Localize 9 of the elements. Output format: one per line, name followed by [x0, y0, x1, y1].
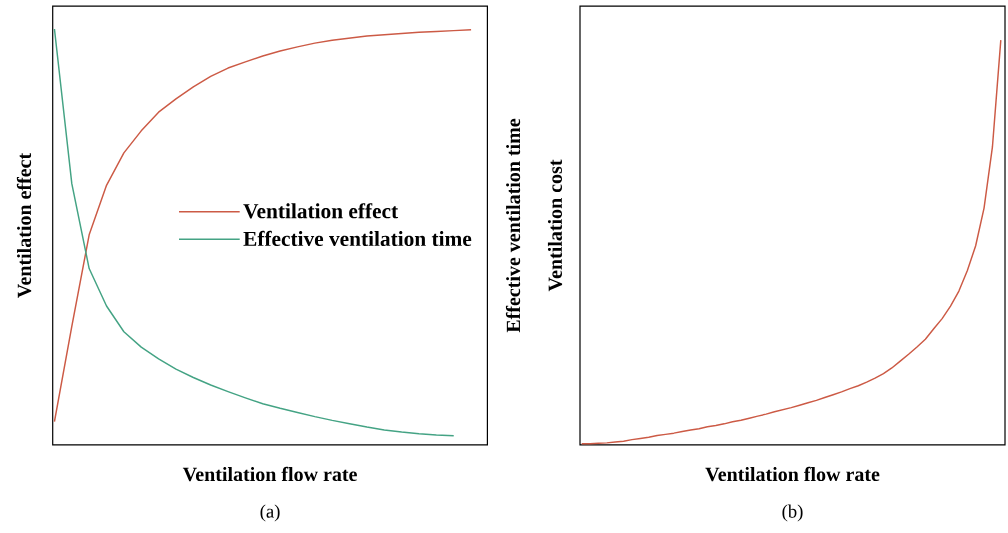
legend-label: Effective ventilation time — [243, 230, 472, 247]
y-axis-title: Ventilation effect — [16, 152, 32, 298]
x-axis-title: Ventilation flow rate — [182, 466, 357, 482]
y-axis-title: Ventilation cost — [547, 159, 563, 292]
text: (b) — [782, 504, 803, 522]
text: (a) — [260, 504, 280, 522]
legend-label: Ventilation effect — [243, 203, 399, 219]
y2-axis-title: Effective ventilation time — [505, 118, 521, 333]
x-axis-title: Ventilation flow rate — [705, 466, 880, 482]
